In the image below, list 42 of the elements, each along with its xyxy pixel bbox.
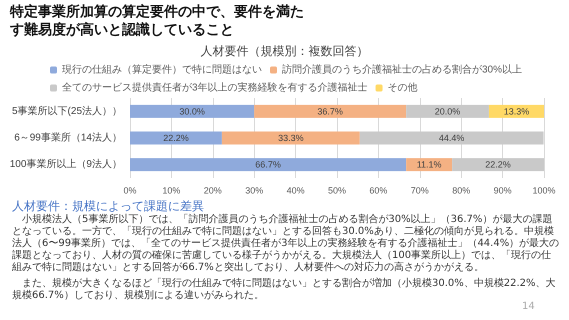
data-label: 22.2% <box>163 133 189 143</box>
x-tick-label: 50% <box>328 186 346 196</box>
bar <box>130 158 406 172</box>
bar <box>406 104 489 118</box>
x-tick-label: 100% <box>532 186 556 196</box>
chart-title: 特定事業所加算の算定要件の中で、要件を満たす難易度が高いと認識していること <box>10 3 305 39</box>
data-label: 33.3% <box>278 133 304 143</box>
legend-label: 訪問介護員のうち介護福祉士の占める割合が30%以上 <box>282 64 522 76</box>
data-label: 44.4% <box>438 133 464 143</box>
y-tick-label: 100事業所以上（9法人） <box>10 158 122 170</box>
text: 小規模法人（5事業所以下）では、「訪問介護員のうち介護福祉士の占める割合が30%以上」（36.7%）が最大の課題となっている。一方で、「現行の仕組みで特に問題はない」とする回答も30.0%あり、二極化の傾向が見られる。中規模法人（6〜99事業所）では、「全てのサービス提供責任者が3年以上の実務経験を有する介護福祉士」（44.4%）が最大の課題となっており、人材の質の確保に苦慮している様子がうかがえる。大規模法人（100事業所以上）では、「現行の仕組みで特に問題はない」とする回答が66.7%と突出しており、人材要件への対応力の高さがうかがえる。 <box>12 214 560 274</box>
text: 14 <box>522 301 535 312</box>
x-tick-label: 70% <box>410 186 429 196</box>
bar <box>254 104 406 118</box>
text: 人材要件：規模によって課題に差異 <box>12 199 205 213</box>
x-tick-label: 90% <box>494 186 512 196</box>
legend-label: その他 <box>388 82 418 94</box>
x-tick-label: 60% <box>369 186 388 196</box>
x-tick-label: 80% <box>452 186 470 196</box>
x-tick-label: 30% <box>245 186 264 196</box>
bar <box>130 132 222 144</box>
legend-label: 全てのサービス提供責任者が3年以上の実務経験を有する介護福祉士 <box>62 82 368 94</box>
bar <box>222 132 360 144</box>
data-label: 66.7% <box>255 160 281 170</box>
x-tick-label: 40% <box>286 186 305 196</box>
y-tick-label: 5事業所以下(25法人）） <box>12 104 122 117</box>
legend-label: 現行の仕組み（算定要件）で特に問題はない <box>62 64 262 76</box>
data-label: 22.2% <box>485 160 511 170</box>
bar <box>360 132 544 144</box>
data-label: 30.0% <box>179 106 205 116</box>
data-label: 36.7% <box>317 106 343 116</box>
data-label: 11.1% <box>416 160 442 170</box>
data-label: 13.3% <box>504 106 530 116</box>
chart-subtitle: 人材要件（規模別：複数回答） <box>200 44 368 58</box>
x-tick-label: 0% <box>123 186 137 196</box>
data-label: 20.0% <box>434 106 460 116</box>
bar <box>452 158 544 172</box>
y-tick-label: 6～99事業所（14法人） <box>14 132 122 144</box>
x-tick-label: 10% <box>162 186 180 196</box>
bar <box>130 104 254 118</box>
text: また、規模が大きくなるほど「現行の仕組みで特に問題はない」とする割合が増加（小規模30.0%、中規模22.2%、大規模66.7%）しており、規模別による違いがみられた。 <box>12 278 557 302</box>
x-tick-label: 20% <box>204 186 222 196</box>
